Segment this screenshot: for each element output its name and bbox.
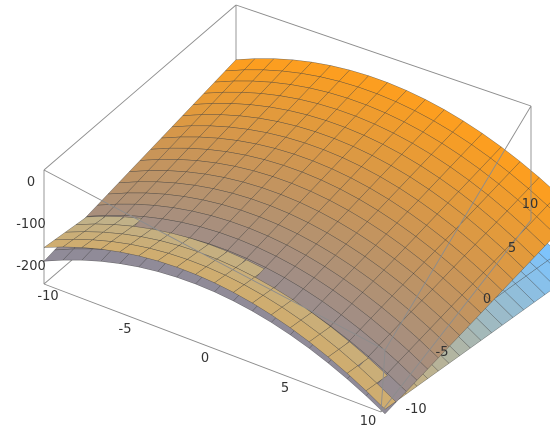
surface-patch	[547, 258, 550, 264]
z-tick-label: 0	[27, 175, 35, 190]
axis-ticks: -10 -5 0 5 10 -10 -5 0 5 10 0 -100 -200	[16, 175, 538, 429]
box-edge	[43, 283, 382, 413]
z-tick-label: -100	[16, 217, 46, 232]
surfaces	[43, 58, 550, 415]
surface-patch	[547, 202, 550, 209]
box-edge	[43, 4, 237, 171]
box-edge	[43, 169, 386, 351]
y-tick-label: 5	[508, 241, 516, 256]
box-edge	[384, 105, 532, 351]
y-tick-label: -10	[405, 402, 426, 417]
x-tick-label: -10	[37, 289, 58, 304]
y-tick-label: 0	[483, 292, 491, 307]
surface-patch	[327, 349, 359, 374]
x-tick-label: 0	[201, 351, 209, 366]
y-tick-label: -5	[436, 345, 449, 360]
z-tick-label: -200	[16, 259, 46, 274]
x-tick-label: 10	[360, 414, 377, 429]
y-tick-label: 10	[522, 197, 539, 212]
box-edge	[380, 349, 386, 413]
x-tick-label: 5	[281, 381, 289, 396]
box-edge	[380, 219, 532, 413]
bounding-box-front	[43, 105, 532, 413]
x-tick-label: -5	[119, 322, 132, 337]
box-edge	[235, 4, 532, 107]
